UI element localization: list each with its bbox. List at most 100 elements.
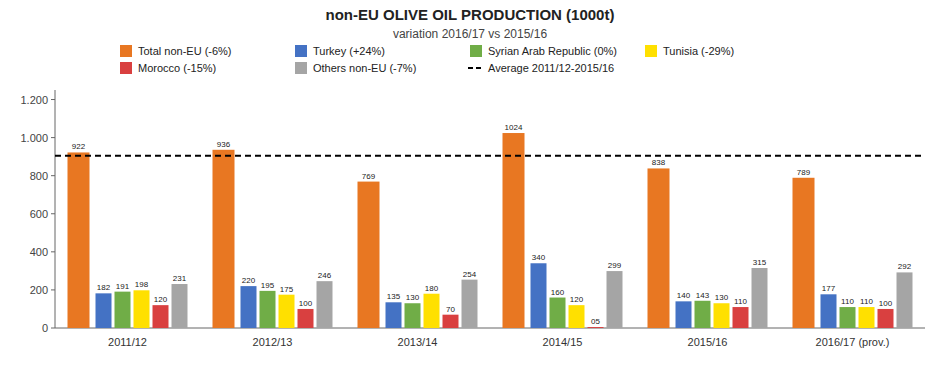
data-label: 70 bbox=[446, 305, 455, 314]
data-label: 100 bbox=[879, 299, 893, 308]
y-tick-label: 400 bbox=[30, 246, 48, 258]
bar bbox=[358, 182, 380, 328]
bar bbox=[588, 327, 604, 328]
data-label: 292 bbox=[898, 262, 912, 271]
data-label: 220 bbox=[242, 276, 256, 285]
x-tick-label: 2014/15 bbox=[543, 336, 583, 348]
data-label: 191 bbox=[116, 282, 130, 291]
legend-swatch bbox=[295, 62, 307, 74]
y-tick bbox=[51, 251, 55, 252]
bar bbox=[134, 290, 150, 328]
legend-label: Turkey (+24%) bbox=[313, 45, 385, 57]
x-tick-label: 2013/14 bbox=[398, 336, 438, 348]
y-tick bbox=[51, 137, 55, 138]
data-label: 135 bbox=[387, 292, 401, 301]
y-tick-label: 600 bbox=[30, 208, 48, 220]
x-tick-label: 2016/17 (prov.) bbox=[816, 336, 890, 348]
bar bbox=[840, 307, 856, 328]
bar bbox=[676, 301, 692, 328]
data-label: 231 bbox=[173, 274, 187, 283]
bar bbox=[752, 268, 768, 328]
data-label: 130 bbox=[715, 293, 729, 302]
legend-label: Others non-EU (-7%) bbox=[313, 62, 416, 74]
subtitle: variation 2016/17 vs 2015/16 bbox=[393, 27, 547, 41]
chart: non-EU OLIVE OIL PRODUCTION (1000t)varia… bbox=[0, 0, 940, 365]
bar bbox=[68, 152, 90, 328]
data-label: 182 bbox=[97, 283, 111, 292]
bar bbox=[260, 291, 276, 328]
y-tick bbox=[51, 213, 55, 214]
average-line bbox=[55, 155, 925, 157]
data-label: 160 bbox=[551, 288, 565, 297]
bar bbox=[531, 263, 547, 328]
y-tick bbox=[51, 175, 55, 176]
x-tick-label: 2011/12 bbox=[108, 336, 147, 348]
y-tick bbox=[51, 289, 55, 290]
legend-swatch bbox=[295, 45, 307, 57]
data-label: 838 bbox=[652, 158, 666, 167]
data-label: 110 bbox=[860, 297, 873, 306]
bar bbox=[859, 307, 875, 328]
legend-label: Total non-EU (-6%) bbox=[138, 45, 232, 57]
bar bbox=[550, 298, 566, 328]
y-tick-label: 1.200 bbox=[20, 94, 48, 106]
data-label: 195 bbox=[261, 281, 275, 290]
legend-swatch bbox=[120, 62, 132, 74]
bar bbox=[821, 294, 837, 328]
data-label: 789 bbox=[797, 168, 811, 177]
legend-label: Morocco (-15%) bbox=[138, 62, 216, 74]
bar bbox=[298, 309, 314, 328]
data-label: 922 bbox=[72, 142, 86, 151]
data-label: 143 bbox=[696, 291, 710, 300]
bar bbox=[569, 305, 585, 328]
bar bbox=[897, 272, 913, 328]
data-label: 936 bbox=[217, 140, 231, 149]
y-tick-label: 1.000 bbox=[20, 132, 48, 144]
data-label: 1024 bbox=[505, 123, 523, 132]
bar bbox=[241, 286, 257, 328]
bar bbox=[878, 309, 894, 328]
bar bbox=[317, 281, 333, 328]
bars bbox=[68, 133, 913, 328]
y-axis bbox=[55, 90, 56, 328]
bar bbox=[443, 315, 459, 328]
bar bbox=[648, 168, 670, 328]
bar bbox=[172, 284, 188, 328]
legend-line bbox=[468, 67, 484, 69]
legend-swatch bbox=[645, 45, 657, 57]
bar bbox=[503, 133, 525, 328]
data-label: 299 bbox=[608, 261, 622, 270]
bar bbox=[279, 295, 295, 328]
bar bbox=[607, 271, 623, 328]
legend-label: Average 2011/12-2015/16 bbox=[488, 62, 614, 74]
data-label: 100 bbox=[299, 299, 313, 308]
data-label: 175 bbox=[280, 285, 294, 294]
y-tick bbox=[51, 99, 55, 100]
data-label: 769 bbox=[362, 172, 376, 181]
bar bbox=[462, 280, 478, 328]
data-label: 05 bbox=[591, 317, 600, 326]
data-label: 110 bbox=[841, 297, 854, 306]
y-tick-label: 800 bbox=[30, 170, 48, 182]
legend-swatch bbox=[470, 45, 482, 57]
data-label: 254 bbox=[463, 270, 477, 279]
y-tick-label: 0 bbox=[42, 322, 48, 334]
x-tick-label: 2012/13 bbox=[253, 336, 293, 348]
bar bbox=[213, 150, 235, 328]
bar bbox=[424, 294, 440, 328]
bar bbox=[695, 301, 711, 328]
legend-label: Tunisia (-29%) bbox=[663, 45, 734, 57]
legend-swatch bbox=[120, 45, 132, 57]
bar bbox=[733, 307, 749, 328]
y-tick-label: 200 bbox=[30, 284, 48, 296]
data-label: 315 bbox=[753, 258, 767, 267]
data-label: 110 bbox=[734, 297, 747, 306]
data-label: 130 bbox=[406, 293, 420, 302]
data-label: 340 bbox=[532, 253, 546, 262]
data-label: 246 bbox=[318, 271, 332, 280]
data-labels: 9229367691024838789182220135340140177191… bbox=[72, 123, 912, 326]
legend-label: Syrian Arab Republic (0%) bbox=[488, 45, 617, 57]
bar bbox=[405, 303, 421, 328]
data-label: 198 bbox=[135, 280, 149, 289]
bar bbox=[96, 293, 112, 328]
